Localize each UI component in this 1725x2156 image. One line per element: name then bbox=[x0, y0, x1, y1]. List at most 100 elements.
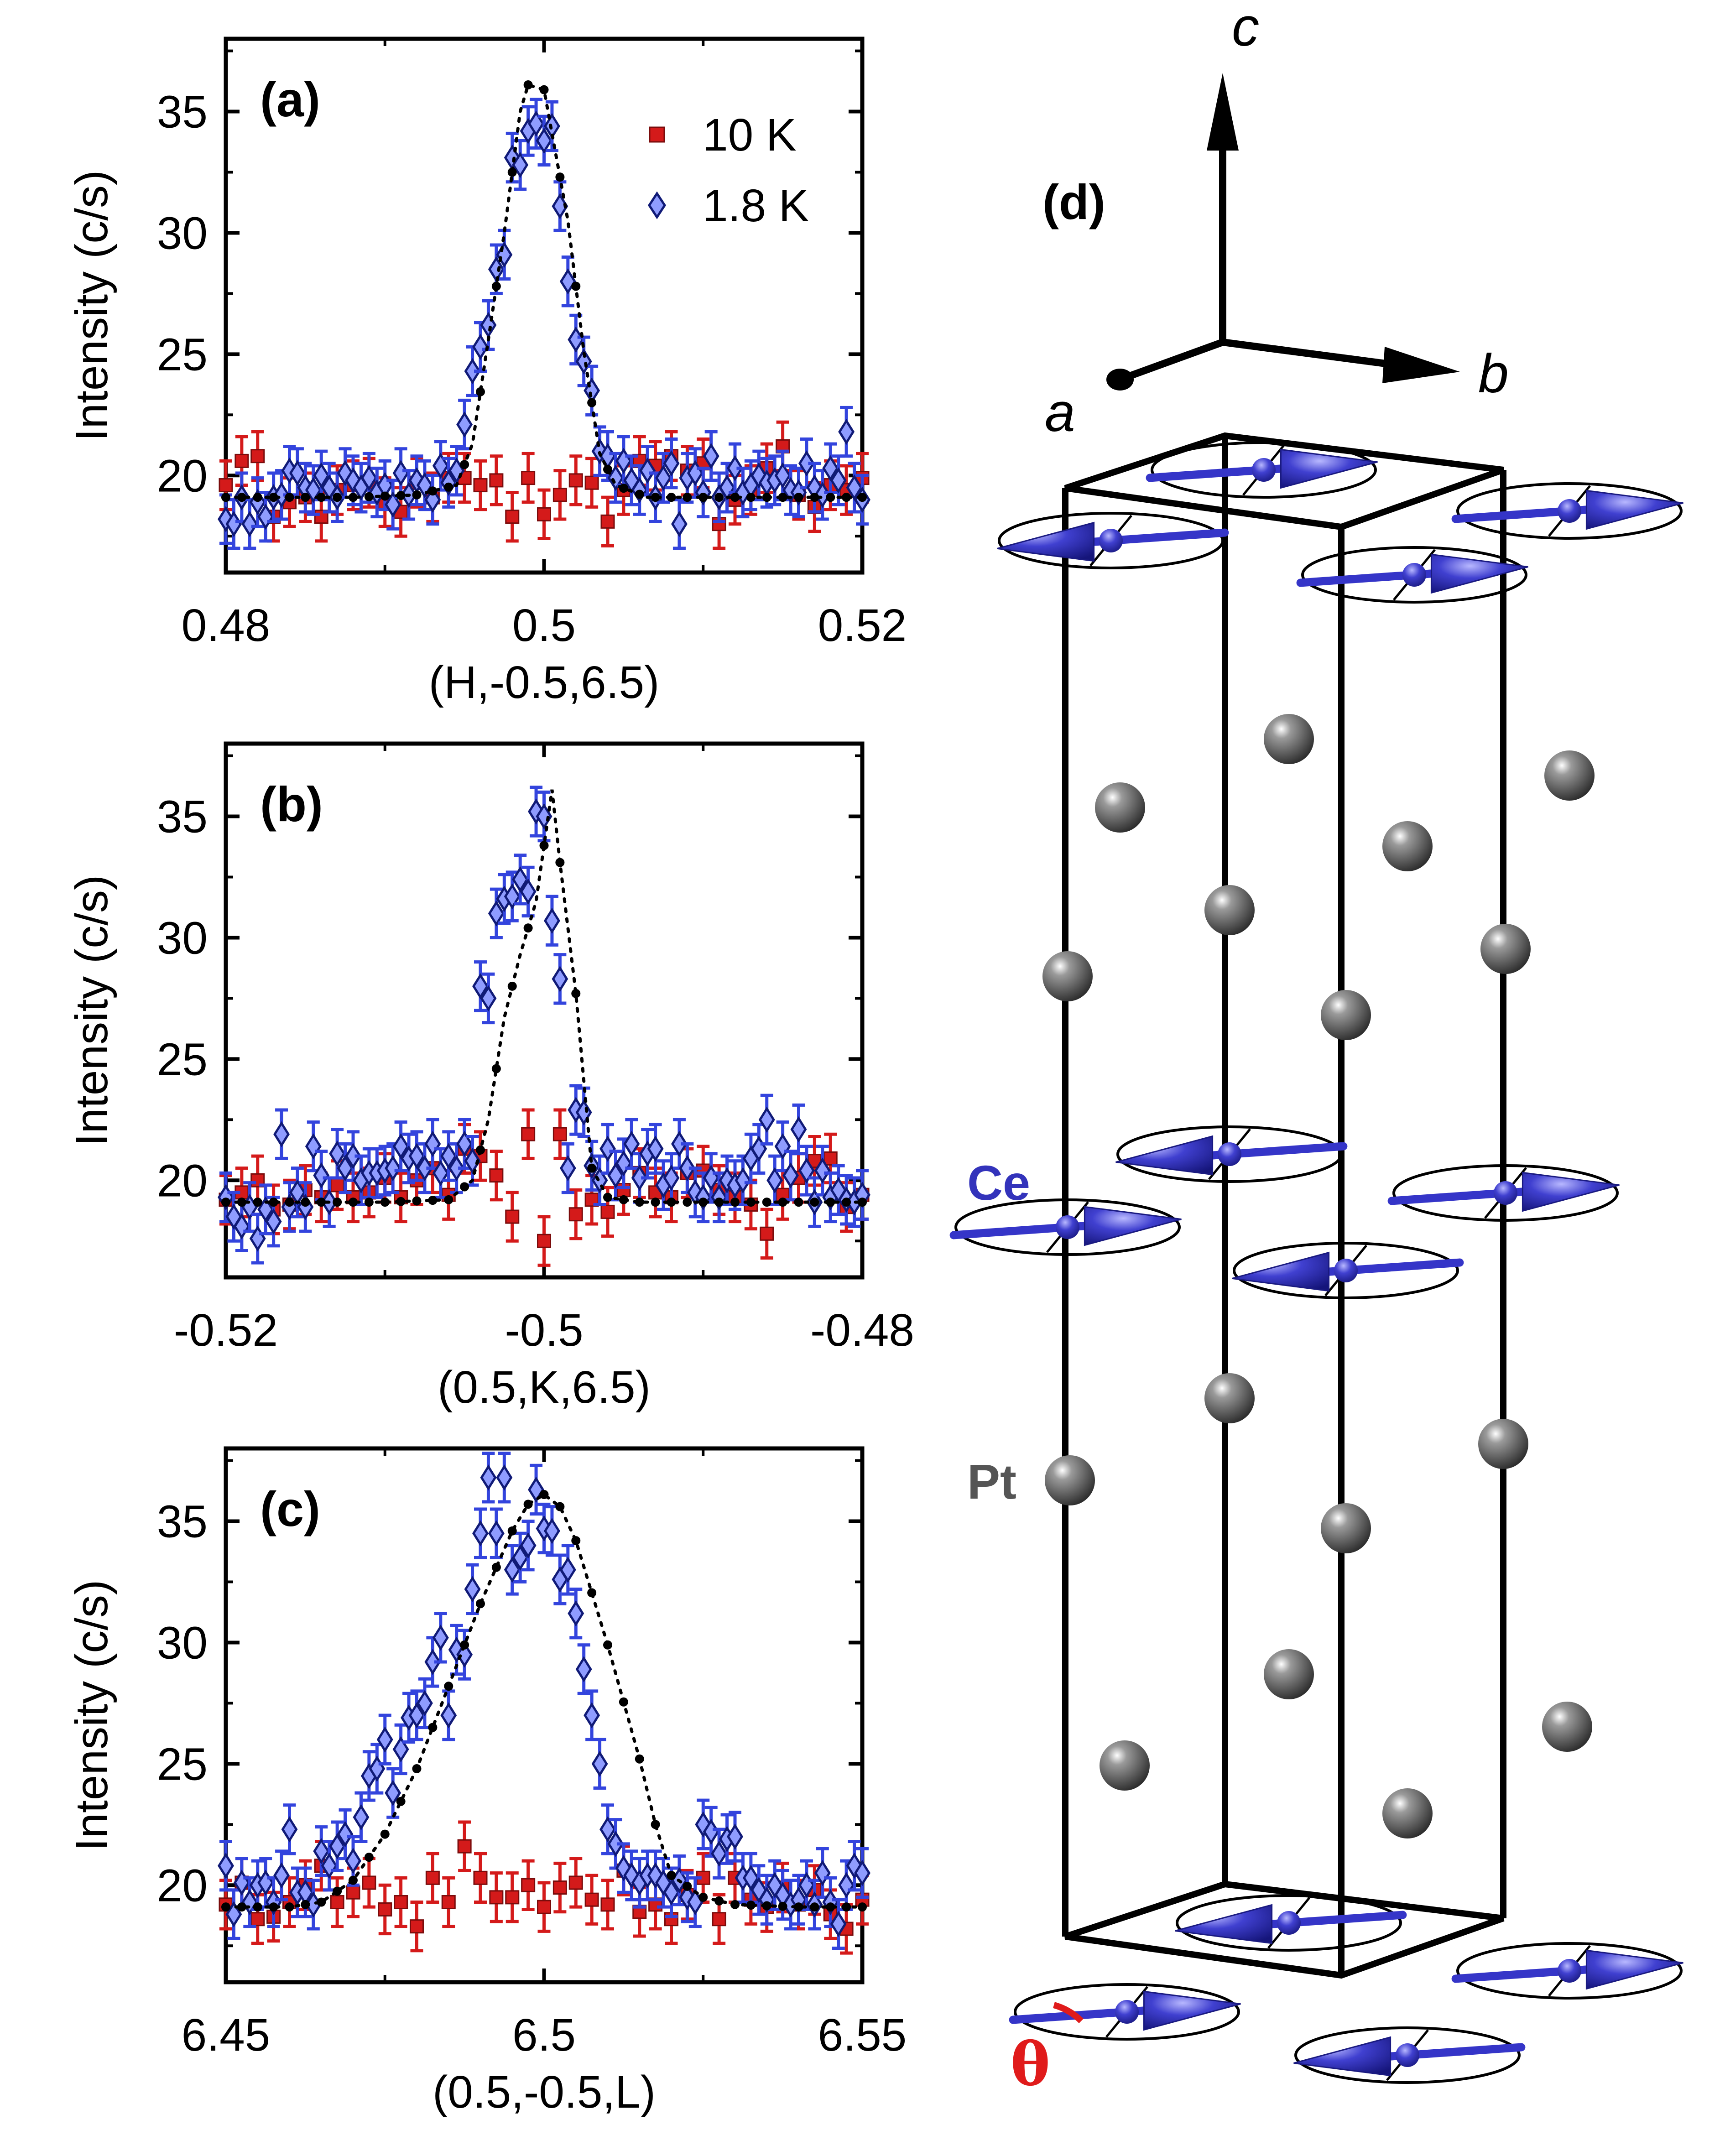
x-tick-label: 6.45 bbox=[182, 2010, 271, 2061]
fit-line bbox=[224, 83, 864, 499]
fit-point bbox=[555, 172, 565, 182]
point-1p8K bbox=[488, 900, 505, 927]
fit-point bbox=[762, 1901, 771, 1911]
fit-point bbox=[826, 1198, 835, 1207]
point-10K bbox=[505, 1209, 520, 1224]
fit-point bbox=[221, 1902, 230, 1912]
fit-point bbox=[730, 1900, 740, 1909]
y-tick-label: 35 bbox=[157, 792, 208, 843]
point-1p8K bbox=[456, 1130, 473, 1157]
fit-point bbox=[746, 1901, 756, 1910]
ce-spin bbox=[1451, 482, 1683, 540]
point-1p8K bbox=[424, 1130, 441, 1157]
point-1p8K bbox=[353, 1804, 370, 1831]
point-1p8K bbox=[655, 464, 672, 491]
point-10K bbox=[568, 473, 583, 488]
point-1p8K bbox=[663, 1879, 680, 1906]
point-1p8K bbox=[552, 193, 568, 219]
point-1p8K bbox=[281, 1816, 298, 1843]
fit-point bbox=[285, 493, 294, 502]
x-tick-label: 6.5 bbox=[512, 2010, 576, 2061]
panel-b-chart: 20 25 30 35 -0.52 -0.5 -0.48 (0.5,K,6.5) Intensi… bbox=[66, 741, 914, 1413]
fit-point bbox=[714, 1896, 724, 1906]
x-tick-label: -0.52 bbox=[174, 1305, 278, 1356]
point-1p8K bbox=[727, 455, 743, 482]
fit-point bbox=[619, 1697, 628, 1707]
point-10K bbox=[537, 1234, 551, 1248]
fit-point bbox=[237, 1902, 246, 1912]
point-1p8K bbox=[607, 1162, 624, 1189]
point-1p8K bbox=[703, 443, 719, 469]
fit-point bbox=[842, 1902, 851, 1912]
point-1p8K bbox=[416, 1690, 433, 1717]
fit-point bbox=[507, 1526, 517, 1536]
point-1p8K bbox=[432, 1625, 449, 1651]
fit-point bbox=[635, 1754, 644, 1764]
point-1p8K bbox=[273, 1862, 290, 1889]
axis-b-label: b bbox=[1478, 343, 1509, 404]
point-1p8K bbox=[241, 510, 258, 537]
pt-atom bbox=[1204, 1373, 1255, 1423]
point-10K bbox=[489, 1168, 504, 1183]
fit-point bbox=[253, 1902, 262, 1912]
point-1p8K bbox=[774, 1133, 791, 1160]
ce-spin bbox=[1009, 1983, 1241, 2041]
y-axis-title: Intensity (c/s) bbox=[66, 170, 117, 442]
pt-atom bbox=[1264, 1649, 1314, 1699]
pt-atoms bbox=[1042, 714, 1595, 1838]
fit-point bbox=[810, 1902, 819, 1912]
fit-point bbox=[444, 1682, 453, 1691]
fit-point bbox=[444, 482, 453, 492]
point-1p8K bbox=[385, 491, 401, 518]
point-1p8K bbox=[568, 1600, 584, 1627]
point-1p8K bbox=[424, 486, 441, 513]
fit-point bbox=[491, 1562, 501, 1572]
point-10K bbox=[410, 1919, 424, 1934]
point-1p8K bbox=[623, 1130, 640, 1157]
fit-point bbox=[364, 1853, 374, 1862]
fit-point bbox=[396, 1197, 406, 1206]
point-10K bbox=[489, 1890, 504, 1905]
fit-point bbox=[460, 1640, 469, 1650]
point-1p8K bbox=[392, 1133, 409, 1160]
fit-point bbox=[683, 493, 692, 502]
point-1p8K bbox=[512, 866, 529, 893]
point-1p8K bbox=[512, 1544, 529, 1571]
point-1p8K bbox=[480, 985, 497, 1012]
point-10K bbox=[250, 1173, 265, 1187]
point-1p8K bbox=[854, 1859, 870, 1886]
point-1p8K bbox=[798, 450, 815, 477]
panel-d-structure: (d) c b a bbox=[949, 0, 1683, 2099]
point-1p8K bbox=[838, 1872, 855, 1898]
fit-point bbox=[746, 493, 756, 502]
fit-point bbox=[587, 1588, 597, 1598]
point-1p8K bbox=[520, 878, 537, 905]
fit-point bbox=[810, 1198, 819, 1207]
fit-point bbox=[523, 923, 533, 933]
point-1p8K bbox=[472, 1520, 489, 1547]
point-1p8K bbox=[488, 1520, 505, 1547]
point-1p8K bbox=[408, 1702, 425, 1729]
panel-label-d: (d) bbox=[1042, 174, 1105, 229]
point-1p8K bbox=[360, 464, 377, 491]
point-1p8K bbox=[591, 1750, 608, 1777]
point-1p8K bbox=[671, 1130, 688, 1157]
point-1p8K bbox=[536, 803, 552, 830]
point-1p8K bbox=[790, 1116, 807, 1143]
point-1p8K bbox=[512, 151, 529, 178]
point-1p8K bbox=[440, 1702, 457, 1729]
point-1p8K bbox=[822, 455, 839, 482]
fit-point bbox=[221, 493, 230, 502]
fit-point bbox=[683, 1881, 692, 1891]
point-10K bbox=[584, 475, 599, 490]
point-1p8K bbox=[774, 462, 791, 489]
point-10K bbox=[441, 1895, 456, 1909]
point-10K bbox=[473, 478, 488, 493]
fit-point bbox=[396, 1797, 406, 1806]
ce-label: Ce bbox=[967, 1155, 1030, 1210]
fit-point bbox=[285, 1902, 294, 1912]
y-tick-label: 25 bbox=[157, 1034, 208, 1085]
fit-point bbox=[778, 1901, 787, 1911]
ce-spin bbox=[1146, 441, 1378, 499]
fit-point bbox=[380, 1198, 390, 1207]
